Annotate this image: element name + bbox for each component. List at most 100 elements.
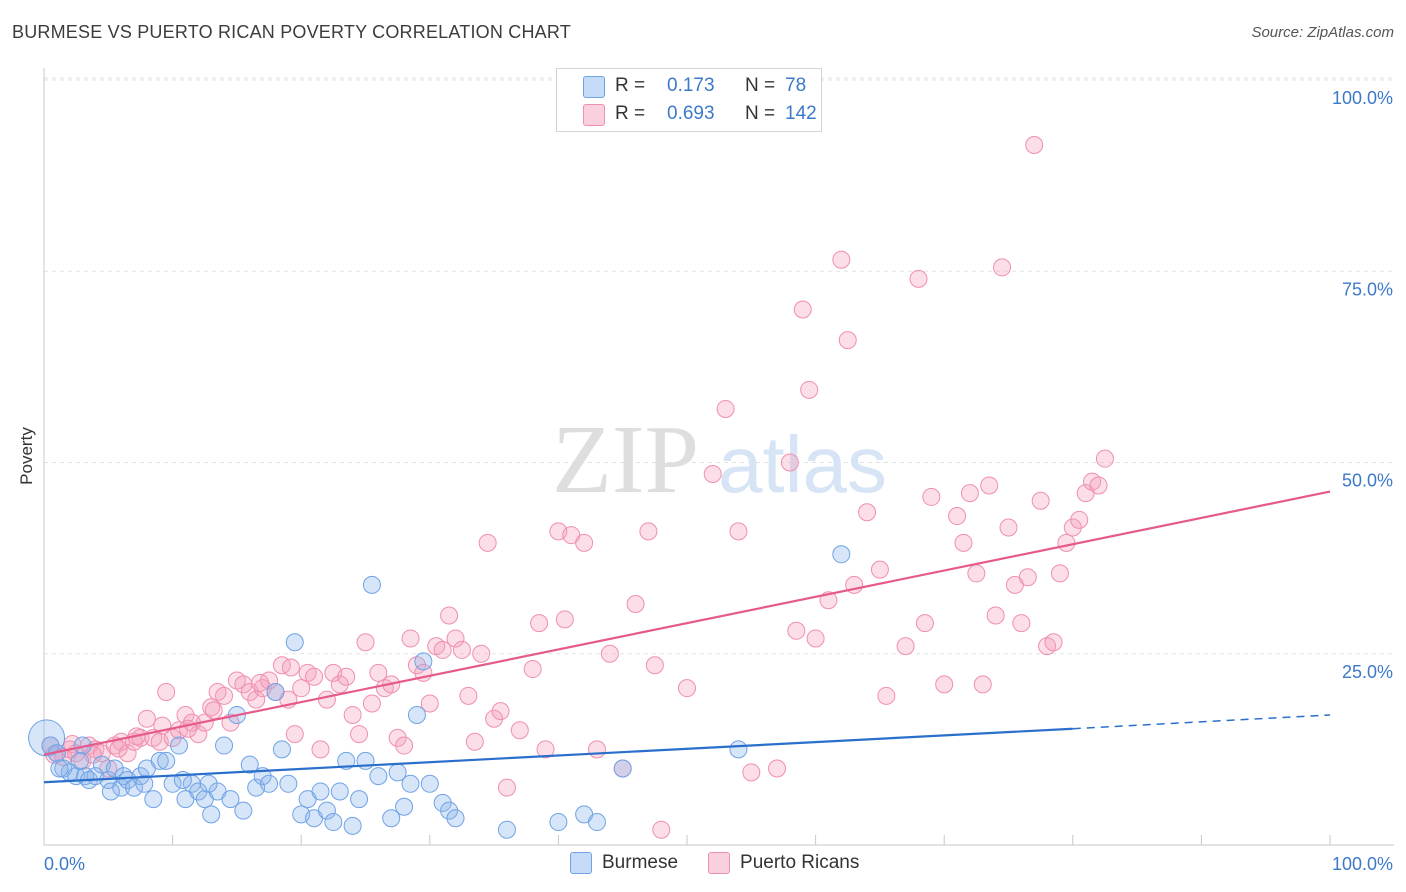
puerto-ricans-point [1012, 614, 1031, 633]
puerto-ricans-point [446, 629, 465, 648]
puerto-ricans-point [1070, 510, 1089, 529]
puerto-ricans-point [215, 686, 234, 705]
puerto-ricans-point [179, 719, 198, 738]
puerto-ricans-point [575, 533, 594, 552]
legend-r-label: R = [615, 75, 646, 96]
puerto-ricans-point [356, 633, 375, 652]
puerto-ricans-point [626, 595, 645, 614]
burmese-point [613, 759, 632, 778]
puerto-ricans-point [1044, 633, 1063, 652]
puerto-ricans-point [204, 701, 223, 720]
burmese-point [440, 801, 459, 820]
puerto-ricans-point [768, 759, 787, 778]
burmese-point [101, 782, 120, 801]
burmese-point [189, 782, 208, 801]
puerto-ricans-point [838, 331, 857, 350]
series-label-puerto-ricans: Puerto Ricans [740, 852, 860, 873]
puerto-ricans-point [530, 614, 549, 633]
burmese-point [433, 793, 452, 812]
puerto-ricans-point [967, 564, 986, 583]
puerto-ricans-point [109, 739, 128, 758]
puerto-ricans-point [401, 629, 420, 648]
puerto-ricans-point [485, 709, 504, 728]
puerto-ricans-point [311, 740, 330, 759]
burmese-point [317, 801, 336, 820]
burmese-point [369, 767, 388, 786]
puerto-ricans-point [678, 679, 696, 698]
burmese-point [382, 809, 401, 828]
puerto-ricans-point [433, 640, 452, 659]
puerto-ricans-point [118, 744, 137, 763]
puerto-ricans-point [999, 518, 1018, 537]
puerto-ricans-point [652, 820, 671, 839]
burmese-point [401, 774, 420, 793]
y-tick-label: 100.0% [1332, 88, 1393, 108]
puerto-ricans-point [1031, 491, 1050, 510]
puerto-ricans-point [202, 698, 221, 717]
puerto-ricans-point [780, 453, 799, 472]
burmese-point [420, 774, 439, 793]
y-axis-label: Poverty [17, 427, 36, 485]
y-tick-labels: 25.0% 50.0% 75.0% 100.0% [1332, 88, 1393, 682]
puerto-ricans-point [645, 656, 664, 675]
chart-source: Source: ZipAtlas.com [1251, 24, 1394, 41]
x-tick-label: 0.0% [44, 854, 85, 874]
legend-swatch-burmese [583, 76, 605, 98]
legend-r-value: 0.173 [667, 75, 715, 96]
burmese-point [350, 790, 369, 809]
puerto-ricans-point [787, 621, 806, 640]
series-label-burmese: Burmese [602, 852, 679, 873]
puerto-ricans-point [555, 610, 574, 629]
burmese-point [279, 774, 298, 793]
burmese-point [199, 774, 218, 793]
burmese-point [324, 813, 343, 832]
puerto-ricans-point [157, 683, 176, 701]
puerto-ricans-point [1018, 568, 1037, 587]
puerto-ricans-point [1025, 136, 1044, 155]
puerto-ricans-point [285, 725, 304, 744]
y-tick-label: 75.0% [1342, 279, 1393, 299]
burmese-point [240, 755, 259, 774]
puerto-ricans-point [292, 679, 311, 698]
burmese-point [330, 782, 349, 801]
burmese-point [105, 759, 124, 778]
puerto-ricans-point [954, 533, 973, 552]
burmese-point [260, 774, 279, 793]
burmese-point [729, 740, 748, 759]
x-tick-labels: 0.0% 100.0% [44, 854, 1393, 874]
burmese-point [337, 751, 356, 770]
series-legend-puerto-ricans: Puerto Ricans [708, 852, 859, 874]
burmese-point [549, 813, 568, 832]
burmese-point [343, 816, 362, 835]
puerto-ricans-point [491, 702, 510, 721]
correlation-legend: R = 0.173 N = 78 R = 0.693 N = 142 [556, 68, 822, 132]
puerto-ricans-point [806, 629, 825, 648]
watermark: ZIP atlas [552, 406, 887, 514]
puerto-ricans-point [440, 606, 459, 625]
burmese-point [266, 683, 285, 701]
puerto-ricans-point [742, 763, 761, 782]
burmese-point [135, 774, 154, 793]
puerto-ricans-point [337, 667, 356, 686]
burmese-point [497, 820, 516, 839]
puerto-ricans-point [395, 736, 414, 755]
burmese-point [215, 736, 234, 755]
burmese-point [170, 736, 189, 755]
x-tick-marks [43, 835, 1331, 845]
puerto-ricans-point [317, 690, 336, 709]
puerto-ricans-trend-line [43, 490, 1331, 756]
y-tick-label: 25.0% [1342, 662, 1393, 682]
puerto-ricans-point [362, 694, 381, 713]
legend-r-label: R = [615, 103, 646, 124]
puerto-ricans-point [305, 667, 324, 686]
burmese-point [50, 759, 69, 778]
burmese-trend-line [43, 727, 1073, 784]
burmese-point [157, 751, 176, 770]
puerto-ricans-point [600, 644, 619, 663]
burmese-point [150, 751, 169, 770]
puerto-ricans-point [330, 675, 349, 694]
puerto-ricans-point [915, 614, 934, 633]
burmese-points [28, 545, 851, 839]
burmese-point [832, 545, 851, 564]
grid-lines [44, 77, 1394, 655]
